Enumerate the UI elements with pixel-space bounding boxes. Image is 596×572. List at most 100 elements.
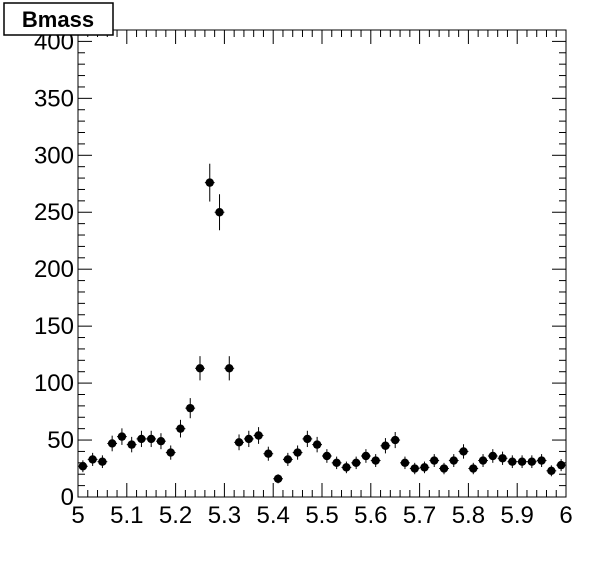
data-marker bbox=[361, 451, 371, 461]
data-point bbox=[517, 455, 527, 469]
x-axis-ticks bbox=[77, 30, 567, 497]
data-marker bbox=[381, 441, 390, 450]
data-point bbox=[331, 456, 342, 470]
data-marker bbox=[312, 440, 322, 449]
x-tick-label: 5 bbox=[71, 502, 84, 529]
data-marker bbox=[107, 439, 117, 448]
data-point bbox=[243, 430, 254, 448]
plot-border bbox=[77, 29, 567, 498]
data-point bbox=[439, 462, 449, 475]
data-point bbox=[97, 455, 108, 469]
data-point bbox=[390, 431, 401, 449]
data-point bbox=[468, 462, 479, 475]
data-marker bbox=[439, 464, 449, 473]
y-tick-label: 250 bbox=[34, 199, 74, 226]
data-point bbox=[224, 356, 235, 381]
data-point bbox=[185, 398, 196, 419]
data-point bbox=[107, 435, 118, 452]
chart-title: Bmass bbox=[22, 7, 94, 32]
data-point bbox=[263, 446, 274, 461]
data-marker bbox=[264, 449, 273, 458]
data-marker bbox=[293, 448, 302, 457]
data-marker bbox=[342, 463, 351, 472]
data-point bbox=[380, 438, 391, 454]
data-point bbox=[409, 462, 420, 475]
y-tick-label: 100 bbox=[34, 370, 74, 397]
data-point bbox=[136, 430, 147, 448]
data-points bbox=[78, 163, 566, 484]
y-tick-label: 300 bbox=[34, 142, 74, 169]
data-marker bbox=[488, 451, 497, 461]
y-axis-ticks bbox=[78, 29, 566, 498]
data-marker bbox=[215, 208, 224, 217]
x-axis-tick-labels: 5 5.1 5.2 5.3 5.4 5.5 5.6 5.7 5.8 5.9 6 bbox=[71, 502, 572, 529]
x-tick-label: 5.5 bbox=[305, 502, 338, 529]
data-point bbox=[478, 454, 488, 467]
data-marker bbox=[459, 447, 468, 456]
data-marker bbox=[391, 435, 400, 445]
data-point bbox=[126, 436, 137, 453]
data-marker bbox=[283, 455, 293, 464]
data-marker bbox=[137, 434, 146, 444]
data-marker bbox=[371, 456, 380, 465]
data-marker bbox=[225, 364, 234, 373]
data-point bbox=[556, 459, 566, 472]
data-marker bbox=[117, 432, 127, 441]
data-marker bbox=[205, 178, 214, 187]
data-point bbox=[234, 434, 244, 451]
data-marker bbox=[400, 458, 410, 468]
x-tick-label: 5.1 bbox=[110, 502, 143, 529]
data-marker bbox=[234, 438, 244, 447]
data-point bbox=[370, 454, 381, 467]
data-marker bbox=[449, 456, 458, 465]
y-tick-label: 350 bbox=[34, 85, 74, 112]
x-tick-label: 5.6 bbox=[354, 502, 387, 529]
data-marker bbox=[176, 424, 185, 433]
data-marker bbox=[508, 457, 517, 466]
x-tick-label: 5.4 bbox=[257, 502, 290, 529]
data-marker bbox=[303, 434, 312, 444]
plot-frame bbox=[77, 29, 567, 498]
data-marker bbox=[556, 460, 566, 470]
data-marker bbox=[254, 431, 263, 440]
data-marker bbox=[322, 451, 332, 461]
data-marker bbox=[127, 440, 136, 449]
data-marker bbox=[547, 466, 556, 476]
title-box: Bmass bbox=[3, 2, 114, 36]
y-tick-label: 200 bbox=[34, 256, 74, 283]
data-marker bbox=[537, 456, 546, 465]
data-point bbox=[429, 454, 440, 467]
data-marker bbox=[147, 434, 156, 444]
data-marker bbox=[273, 474, 283, 483]
data-point bbox=[487, 449, 498, 463]
data-marker bbox=[78, 462, 88, 471]
data-point bbox=[419, 461, 430, 474]
data-marker bbox=[351, 458, 361, 468]
data-marker bbox=[469, 464, 478, 473]
data-point bbox=[175, 419, 186, 438]
data-point bbox=[117, 428, 127, 445]
data-marker bbox=[527, 457, 537, 466]
data-marker bbox=[498, 454, 507, 463]
data-point bbox=[214, 194, 225, 231]
data-point bbox=[536, 454, 547, 467]
data-point bbox=[156, 433, 166, 450]
data-point bbox=[312, 436, 322, 453]
data-marker bbox=[166, 448, 175, 457]
data-point bbox=[507, 455, 518, 469]
data-point bbox=[282, 452, 293, 466]
data-marker bbox=[98, 457, 107, 466]
data-marker bbox=[156, 436, 166, 446]
x-tick-label: 5.2 bbox=[159, 502, 192, 529]
data-marker bbox=[88, 455, 97, 464]
data-marker bbox=[186, 403, 195, 413]
data-point bbox=[458, 444, 469, 459]
data-point bbox=[292, 445, 303, 460]
data-point bbox=[165, 445, 176, 460]
data-marker bbox=[430, 456, 439, 465]
x-tick-label: 5.3 bbox=[208, 502, 241, 529]
x-tick-label: 6 bbox=[559, 502, 572, 529]
title-box-border bbox=[3, 2, 114, 36]
